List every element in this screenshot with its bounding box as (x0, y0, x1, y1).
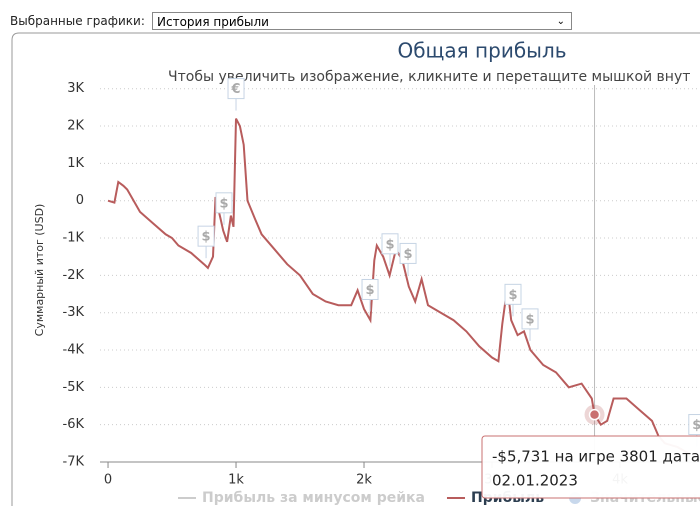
y-tick-label: 3K (67, 81, 84, 96)
y-tick-label: -2K (63, 268, 85, 283)
chart-select[interactable]: История прибыли ⌄ (152, 12, 572, 30)
tooltip-text: -$5,731 на игре 3801 дата (492, 448, 700, 466)
y-axis-label: Суммарный итог (USD) (33, 204, 46, 337)
x-tick-label: 2k (356, 473, 372, 488)
legend-label[interactable]: Прибыль за минусом рейка (202, 490, 425, 506)
y-tick-label: 0 (76, 193, 84, 208)
chart-subtitle: Чтобы увеличить изображение, кликните и … (168, 69, 690, 85)
hover-point (588, 408, 601, 421)
tooltip-text: 02.01.2023 (492, 472, 578, 490)
flag (215, 192, 233, 214)
flag-label: € (231, 82, 241, 97)
flag (504, 283, 522, 305)
flag (361, 278, 379, 300)
x-tick-label: 1k (228, 473, 244, 488)
flag-label: $ (385, 237, 394, 252)
panel-border (11, 32, 700, 506)
tooltip-box (481, 435, 700, 499)
y-tick-label: -7K (63, 455, 85, 470)
toolbar: Выбранные графики: История прибыли ⌄ (0, 0, 700, 32)
flag-label: $ (404, 247, 413, 262)
flag (197, 225, 215, 247)
select-label: Выбранные графики: (10, 14, 145, 28)
y-tick-label: -1K (63, 231, 85, 246)
flag (381, 233, 399, 255)
chart-title: Общая прибыль (397, 39, 566, 63)
y-tick-label: -4K (63, 343, 85, 358)
x-tick-label: 0 (104, 473, 112, 488)
flag (399, 242, 417, 264)
select-value: История прибыли (157, 15, 269, 29)
flag (521, 308, 539, 330)
y-tick-label: -6K (63, 417, 85, 432)
flag-label: $ (219, 196, 228, 211)
flag-label: $ (508, 288, 517, 303)
flag (688, 414, 700, 436)
flag-label: $ (692, 418, 700, 433)
flag-label: $ (202, 230, 211, 245)
flag-label: $ (366, 283, 375, 298)
y-tick-label: -3K (63, 305, 85, 320)
dropdown-arrow[interactable]: ⌄ (556, 16, 565, 27)
y-tick-label: 2K (67, 119, 84, 134)
profit-line (107, 118, 691, 456)
flag-label: $ (526, 312, 535, 327)
y-tick-label: 1K (67, 156, 84, 171)
y-tick-label: -5K (63, 380, 85, 395)
flag (227, 78, 245, 100)
